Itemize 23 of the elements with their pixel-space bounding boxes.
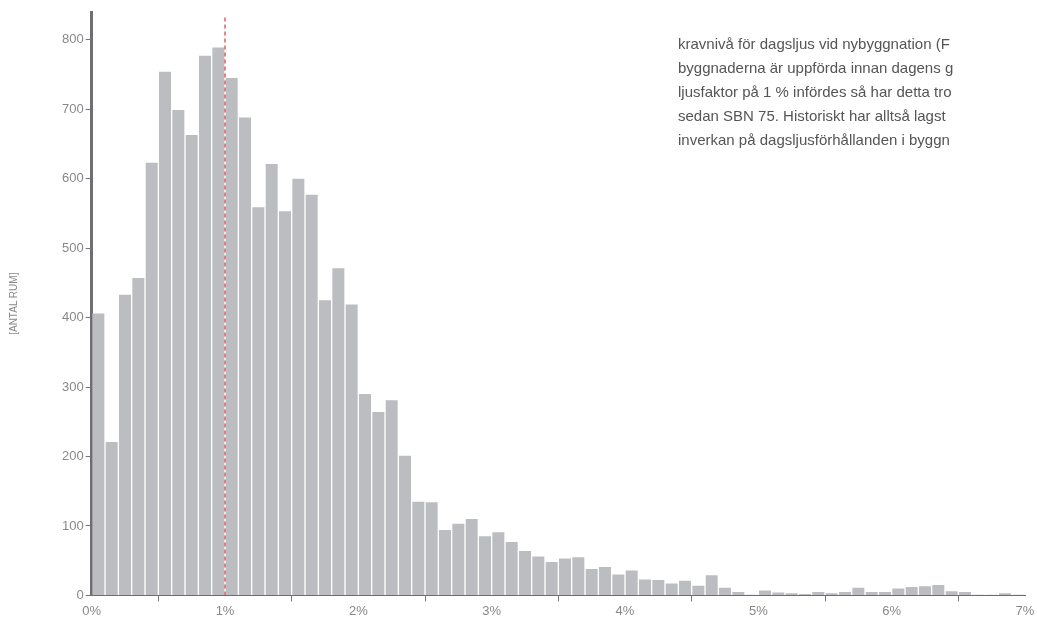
- y-tick-label: 400: [61, 309, 84, 325]
- x-tick-label: 7%: [1015, 602, 1035, 618]
- annotation: sedan SBN 75. Historiskt har alltså lagst: [678, 106, 947, 126]
- x-tick-label: 1%: [215, 602, 235, 618]
- y-tick-label: 600: [61, 170, 84, 186]
- y-tick-label: 500: [61, 239, 84, 255]
- y-tick-label: 700: [61, 100, 84, 116]
- x-tick-label: 3%: [482, 602, 502, 618]
- annotation: ljusfaktor på 1 % infördes så har detta tro: [678, 82, 953, 102]
- y-tick-label: 0: [76, 586, 84, 602]
- y-axis-title: [ANTAL RUM]: [7, 272, 19, 335]
- annotation: inverkan på dagsljusförhållanden i byggn: [678, 130, 951, 150]
- x-tick-label: 0%: [82, 602, 102, 618]
- y-tick-label: 100: [61, 517, 84, 533]
- x-tick-label: 4%: [615, 602, 635, 618]
- x-tick-label: 5%: [748, 602, 769, 618]
- y-tick-label: 800: [61, 31, 84, 47]
- x-tick-label: 6%: [882, 602, 902, 618]
- y-tick-label: 200: [61, 448, 84, 464]
- annotation: byggnaderna är uppförda innan dagens g: [678, 58, 954, 78]
- y-tick-label: 300: [61, 378, 84, 394]
- x-tick-label: 2%: [348, 602, 369, 618]
- annotation: kravnivå för dagsljus vid nybyggnation (F: [678, 34, 951, 54]
